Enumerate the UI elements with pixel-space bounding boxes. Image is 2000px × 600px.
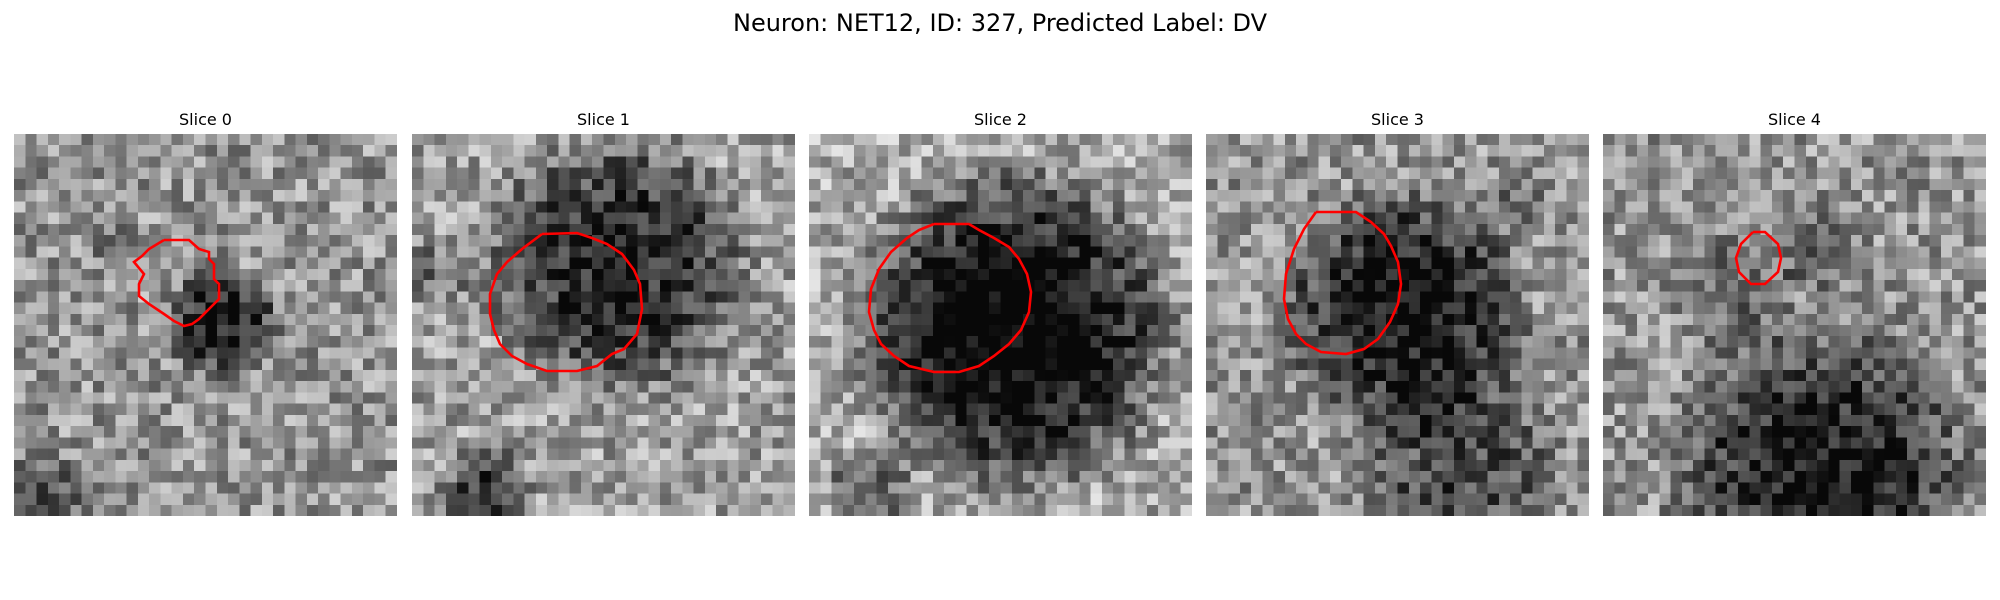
slice-pixels-0: [14, 134, 397, 516]
slice-image-3: [1206, 134, 1589, 516]
slice-image-1: [412, 134, 795, 516]
slice-title-0: Slice 0: [179, 110, 232, 129]
slice-title-4: Slice 4: [1768, 110, 1821, 129]
slice-panel-3: Slice 3: [1206, 110, 1589, 516]
slice-image-0: [14, 134, 397, 516]
slice-title-3: Slice 3: [1371, 110, 1424, 129]
figure-title: Neuron: NET12, ID: 327, Predicted Label:…: [732, 9, 1268, 37]
slice-panel-4: Slice 4: [1603, 110, 1986, 516]
slice-panel-0: Slice 0: [14, 110, 397, 516]
slice-pixels-4: [1603, 134, 1986, 516]
slice-pixels-1: [412, 134, 795, 516]
slice-panel-1: Slice 1: [412, 110, 795, 516]
roi-contour-3: [1282, 210, 1403, 356]
slice-title-1: Slice 1: [577, 110, 630, 129]
slice-title-2: Slice 2: [974, 110, 1027, 129]
roi-contour-4: [1734, 230, 1783, 286]
slice-image-4: [1603, 134, 1986, 516]
roi-contour-0: [132, 238, 221, 328]
roi-contour-2: [867, 222, 1033, 374]
slice-panel-2: Slice 2: [809, 110, 1192, 516]
slice-pixels-3: [1206, 134, 1589, 516]
roi-contour-1: [488, 231, 644, 373]
slice-image-2: [809, 134, 1192, 516]
